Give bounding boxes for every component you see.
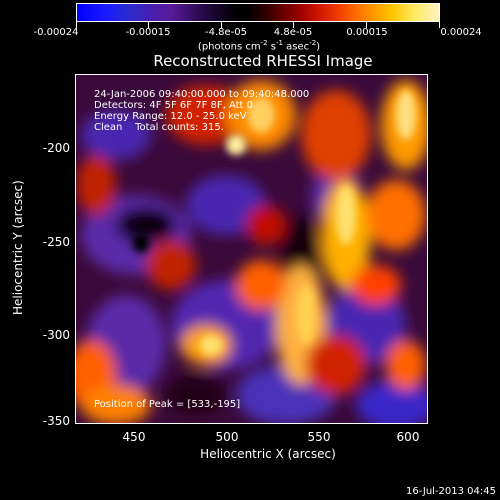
y-tick-label: -250 bbox=[42, 235, 70, 249]
colorbar-tick bbox=[293, 22, 294, 28]
colorbar-tick-label: 0.00024 bbox=[440, 27, 482, 38]
colorbar-tick-label: -0.00015 bbox=[125, 27, 171, 38]
y-axis-label: Heliocentric Y (arcsec) bbox=[11, 180, 25, 315]
y-tick-label: -200 bbox=[42, 141, 70, 155]
x-tick-label: 600 bbox=[396, 430, 420, 444]
colorbar-tick-label: 0.00015 bbox=[346, 27, 388, 38]
colorbar-tick-label: -4.8e-05 bbox=[205, 27, 247, 38]
y-tick-label: -300 bbox=[42, 328, 70, 342]
colorbar-unit-label: (photons cm-2 s-1 asec-2) bbox=[197, 39, 321, 53]
colorbar-tick bbox=[439, 22, 440, 28]
annotation-detectors: Detectors: 4F 5F 6F 7F 8F, Att 0 bbox=[94, 100, 254, 111]
x-tick-label: 500 bbox=[215, 430, 239, 444]
x-tick-label: 450 bbox=[122, 430, 146, 444]
x-axis-label: Heliocentric X (arcsec) bbox=[200, 447, 336, 461]
y-tick-label: -350 bbox=[42, 414, 70, 428]
annotation-time-range: 24-Jan-2006 09:40:00.000 to 09:40:48.000 bbox=[94, 89, 310, 100]
rhessi-image bbox=[75, 74, 428, 424]
annotation-counts: Clean Total counts: 315. bbox=[94, 122, 224, 133]
annotation-peak-position: Position of Peak = [533,-195] bbox=[94, 399, 241, 410]
colorbar-tick bbox=[366, 22, 367, 28]
x-tick-label: 550 bbox=[307, 430, 331, 444]
annotation-energy-range: Energy Range: 12.0 - 25.0 keV bbox=[94, 111, 247, 122]
colorbar bbox=[76, 3, 440, 22]
colorbar-tick bbox=[148, 22, 149, 28]
footer-date: 16-Jul-2013 04:45 bbox=[405, 486, 496, 497]
colorbar-tick-label: -0.00024 bbox=[33, 27, 79, 38]
colorbar-tick-label: 4.8e-05 bbox=[273, 27, 313, 38]
colorbar-tick bbox=[76, 22, 77, 28]
plot-title: Reconstructed RHESSI Image bbox=[153, 52, 373, 70]
colorbar-tick bbox=[221, 22, 222, 28]
